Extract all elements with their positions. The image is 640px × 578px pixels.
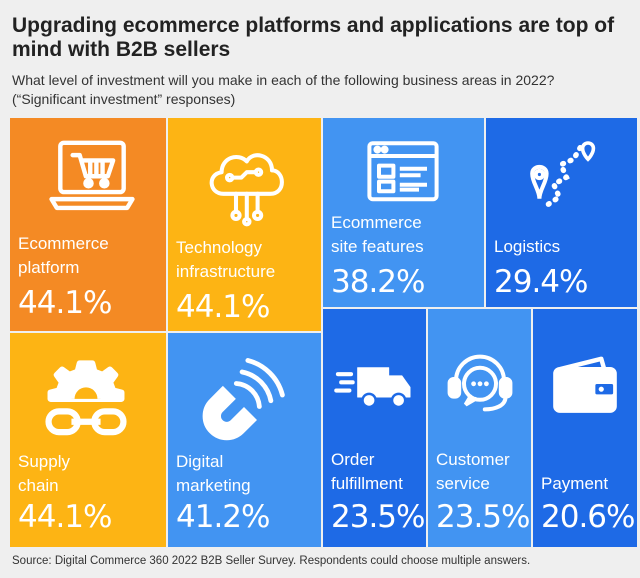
tile-label: Technology infrastructure: [176, 236, 275, 284]
tile-value: 29.4%: [494, 264, 588, 300]
tile-label-line2: site features: [331, 237, 424, 256]
source-note: Source: Digital Commerce 360 2022 B2B Se…: [12, 555, 531, 567]
tile-value: 20.6%: [541, 499, 635, 535]
tile-label-line1: Ecommerce: [18, 234, 109, 253]
tile-label-line2: infrastructure: [176, 262, 276, 281]
tile-label-line1: Customer: [436, 450, 510, 469]
tile-value: 41.2%: [176, 499, 270, 535]
tile-label-line1: Digital: [176, 452, 224, 471]
map-route-icon: [516, 134, 606, 224]
laptop-cart-icon: [48, 134, 136, 222]
tile-value: 44.1%: [18, 285, 112, 321]
tile-label: Order fulfillment: [331, 448, 403, 496]
tile-logistics: Logistics 29.4%: [486, 118, 637, 307]
headset-icon: [440, 339, 520, 419]
tile-value: 44.1%: [18, 499, 112, 535]
tile-label: Payment: [541, 472, 608, 496]
tile-ecommerce-platform: Ecommerce platform 44.1%: [10, 118, 166, 331]
tile-customer-service: Customer service 23.5%: [428, 309, 531, 547]
tile-value: 38.2%: [331, 264, 425, 300]
magnet-icon: [196, 347, 292, 443]
tile-label: Supply chain: [18, 450, 70, 498]
tile-label-line2: fulfillment: [331, 474, 403, 493]
tile-label-line2: chain: [18, 476, 59, 495]
tile-label: Customer service: [436, 448, 510, 496]
tile-value: 23.5%: [331, 499, 425, 535]
tile-value: 44.1%: [176, 289, 270, 325]
delivery-truck-icon: [333, 343, 415, 425]
tile-label-line2: service: [436, 474, 490, 493]
tile-label-line2: platform: [18, 258, 80, 277]
browser-window-icon: [363, 132, 443, 212]
chart-subtitle: What level of investment will you make i…: [12, 72, 555, 107]
cloud-circuit-icon: [200, 138, 290, 228]
tile-label-line1: Order: [331, 450, 375, 469]
tile-label-line1: Payment: [541, 474, 609, 493]
wallet-icon: [545, 347, 625, 421]
tile-label: Ecommerce site features: [331, 211, 424, 259]
tile-technology-infrastructure: Technology infrastructure 44.1%: [168, 118, 321, 331]
tile-payment: Payment 20.6%: [533, 309, 637, 547]
chart-title: Upgrading ecommerce platforms and applic…: [12, 14, 615, 61]
tile-label-line1: Logistics: [494, 237, 561, 256]
tile-label-line1: Supply: [18, 452, 70, 471]
tile-label: Logistics: [494, 235, 560, 259]
tile-label: Digital marketing: [176, 450, 251, 498]
tile-label-line2: marketing: [176, 476, 251, 495]
gear-chain-icon: [34, 351, 138, 455]
tile-label: Ecommerce platform: [18, 232, 109, 280]
tile-supply-chain: Supply chain 44.1%: [10, 333, 166, 547]
tile-label-line1: Technology: [176, 238, 263, 257]
tile-digital-marketing: Digital marketing 41.2%: [168, 333, 321, 547]
tile-value: 23.5%: [436, 499, 530, 535]
tile-ecommerce-site-features: Ecommerce site features 38.2%: [323, 118, 484, 307]
tile-order-fulfillment: Order fulfillment 23.5%: [323, 309, 426, 547]
tile-label-line1: Ecommerce: [331, 213, 422, 232]
